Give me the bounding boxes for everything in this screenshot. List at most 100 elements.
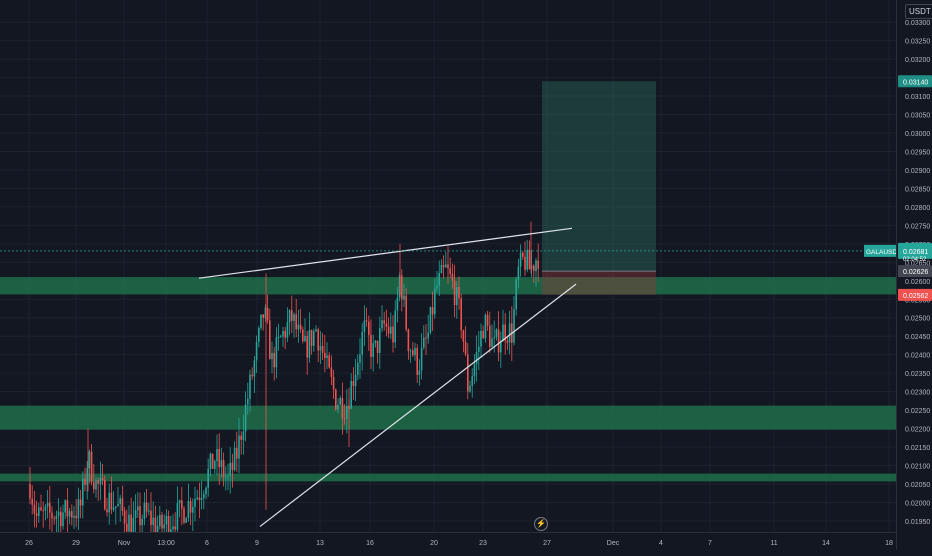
candle-body (506, 340, 509, 343)
candle-body (385, 323, 388, 327)
candle-body (242, 431, 245, 440)
zones (0, 277, 896, 482)
candle-body (271, 352, 273, 360)
candle-body (537, 260, 539, 269)
time-tick-label: 13:00 (157, 540, 175, 547)
price-tick-label: 0.02000 (905, 500, 930, 507)
current-price-label-text: 0.02681 (903, 249, 928, 256)
price-tick-label: 0.02100 (905, 464, 930, 471)
candle-body (161, 514, 163, 529)
candle-body (491, 338, 493, 348)
candle-body (247, 398, 249, 405)
price-tick-label: 0.02850 (905, 186, 930, 193)
candle-body (339, 397, 341, 405)
candle-body (409, 350, 412, 352)
candle-body (420, 347, 423, 371)
candle-body (467, 354, 469, 392)
candle-body (515, 279, 517, 310)
candle-body (238, 435, 240, 459)
candle-body (95, 480, 97, 490)
candle-body (176, 503, 179, 530)
candle-body (302, 329, 304, 342)
time-tick-label: 11 (770, 540, 777, 547)
price-tick-label: 0.02150 (905, 445, 930, 452)
candle-body (244, 404, 247, 432)
candle-body (308, 330, 311, 358)
candle-body (77, 499, 80, 519)
candle-body (306, 335, 308, 358)
time-axis[interactable]: 26 29 Nov 13:00 6 9 13 16 20 23 27 Dec 4 7 11 14 18 (0, 532, 896, 550)
candle-body (414, 347, 416, 356)
candle-body (502, 324, 504, 342)
candle-body (390, 326, 392, 334)
candle-body (533, 265, 535, 272)
candles (29, 221, 539, 532)
lightning-icon[interactable]: ⚡ (534, 517, 548, 531)
candle-body (368, 321, 370, 335)
price-tick-label: 0.03250 (905, 39, 930, 46)
candle-body (401, 275, 403, 300)
candle-body (53, 518, 55, 520)
candle-body (291, 310, 293, 321)
candle-body (486, 314, 489, 326)
price-tick-label: 0.02650 (905, 260, 930, 267)
candle-body (284, 330, 286, 338)
candle-body (517, 266, 520, 280)
candle-body (379, 328, 381, 354)
candle-body (88, 451, 91, 469)
candle-body (273, 352, 275, 368)
candle-body (493, 337, 495, 339)
candle-body (445, 264, 447, 268)
candle-body (528, 249, 531, 270)
candle-body (203, 494, 205, 499)
candle-body (194, 499, 196, 507)
price-axis[interactable]: 0.033000.032500.032000.031500.031000.030… (896, 0, 932, 550)
candle-body (104, 480, 106, 510)
candle-body (128, 514, 130, 532)
candle-body (365, 320, 368, 322)
candle-body (64, 500, 66, 513)
candle-body (471, 376, 473, 386)
candle-body (101, 478, 104, 481)
candle-body (165, 515, 168, 525)
candle-body (374, 340, 377, 344)
candle-body (132, 517, 135, 532)
candle-body (299, 324, 302, 330)
price-tick-label: 0.02800 (905, 205, 930, 212)
entry-price-label-bg (898, 265, 932, 278)
candle-body (335, 389, 337, 410)
candle-body (189, 501, 192, 513)
candle-body (429, 307, 432, 333)
candle-body (535, 260, 537, 272)
candle-body (236, 447, 238, 459)
candle-body (170, 529, 172, 532)
candle-body (196, 497, 198, 500)
price-tick-label: 0.02250 (905, 408, 930, 415)
candle-body (141, 518, 143, 526)
candle-body (449, 268, 451, 275)
candle-body (376, 340, 379, 354)
candle-body (337, 404, 339, 410)
candle-body (106, 509, 108, 513)
candle-body (55, 515, 58, 520)
candle-body (225, 476, 227, 478)
candle-body (229, 462, 231, 476)
currency-badge[interactable]: USDT (905, 4, 932, 19)
support-zone (0, 473, 896, 482)
current-price-label-bg (898, 242, 932, 259)
symbol-badge-bg (864, 244, 896, 257)
candle-body (280, 336, 282, 338)
chart-area[interactable]: GALAUSDT.P ⚡ (0, 0, 896, 532)
candle-body (255, 341, 258, 361)
candle-body (412, 350, 414, 356)
plot-svg[interactable]: GALAUSDT.P (0, 0, 896, 532)
stop-zone (542, 271, 656, 295)
candle-body (97, 480, 99, 484)
candle-body (66, 500, 69, 517)
candle-body (117, 503, 119, 507)
candle-body (383, 320, 385, 324)
price-tick-label: 0.02600 (905, 279, 930, 286)
candle-body (350, 381, 352, 409)
candle-body (372, 343, 374, 357)
candle-body (134, 510, 137, 518)
